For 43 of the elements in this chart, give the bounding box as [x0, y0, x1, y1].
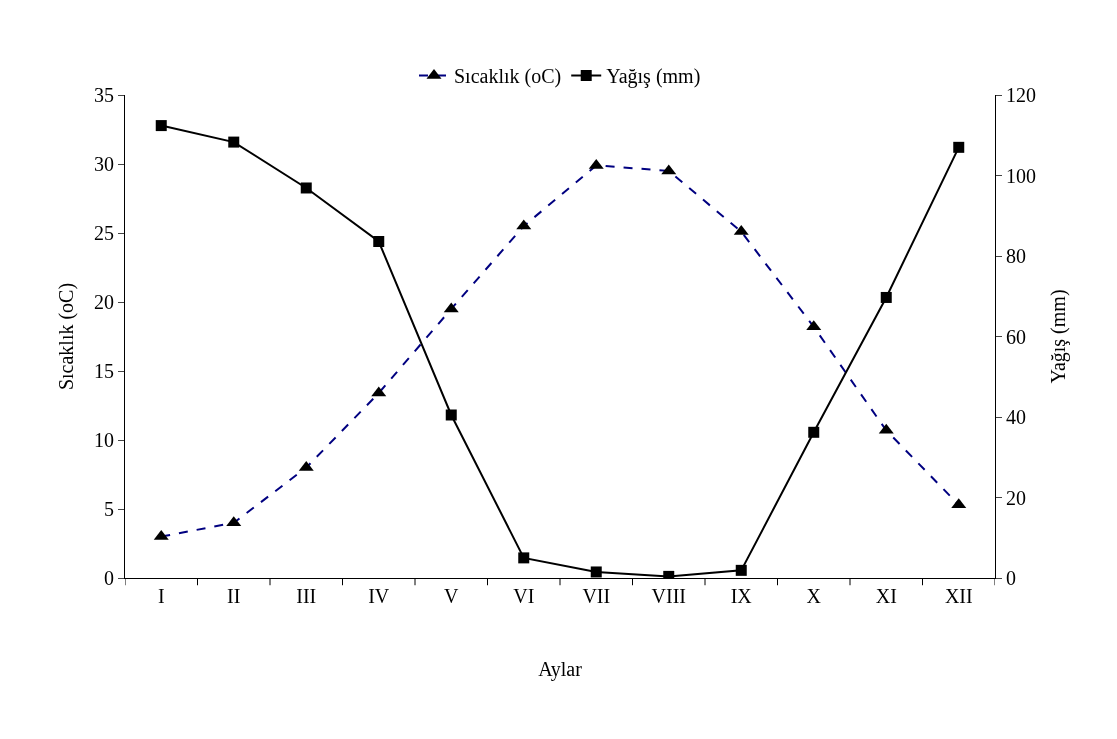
point: [445, 409, 457, 421]
point: [953, 141, 965, 153]
y-axis-title: Sıcaklık (oC): [54, 282, 78, 391]
point: [373, 236, 385, 248]
point: [228, 136, 240, 148]
y2-tick-label: 120: [1006, 84, 1036, 106]
legend-label: Yağış (mm): [606, 65, 701, 89]
x-tick-label: VIII: [651, 585, 686, 607]
y2-tick-label: 80: [1006, 245, 1026, 267]
x-tick-label: XI: [875, 585, 897, 607]
point: [518, 552, 530, 564]
y-tick-label: 15: [94, 360, 114, 382]
x-tick-label: II: [227, 585, 241, 607]
x-tick-label: X: [806, 585, 822, 607]
y-tick-label: 35: [94, 84, 114, 106]
point: [735, 564, 747, 576]
y2-axis-title: Yağış (mm): [1046, 289, 1070, 384]
y-tick-label: 30: [94, 153, 114, 175]
x-tick-label: IV: [368, 585, 390, 607]
y-tick-label: 5: [104, 498, 114, 520]
x-tick-label: VII: [582, 585, 611, 607]
x-tick-label: VI: [513, 585, 535, 607]
x-tick-label: XII: [944, 585, 973, 607]
y2-tick-label: 40: [1006, 406, 1026, 428]
x-tick-label: V: [444, 585, 460, 607]
y-tick-label: 10: [94, 429, 114, 451]
x-tick-label: IX: [730, 585, 753, 607]
point: [590, 566, 602, 578]
y2-tick-label: 100: [1006, 164, 1036, 187]
point: [880, 291, 892, 303]
point: [300, 182, 312, 194]
point: [808, 426, 820, 438]
y2-tick-label: 20: [1006, 486, 1026, 509]
y2-tick-label: 0: [1006, 567, 1016, 589]
y-tick-label: 0: [104, 567, 114, 589]
x-axis-title: Aylar: [538, 657, 583, 681]
y2-tick-label: 60: [1006, 325, 1026, 348]
y-tick-label: 20: [94, 291, 114, 313]
y-tick-label: 25: [94, 222, 114, 244]
point: [155, 120, 167, 132]
x-tick-label: I: [157, 585, 165, 607]
x-tick-label: III: [296, 585, 317, 607]
legend-label: Sıcaklık (oC): [454, 65, 562, 89]
